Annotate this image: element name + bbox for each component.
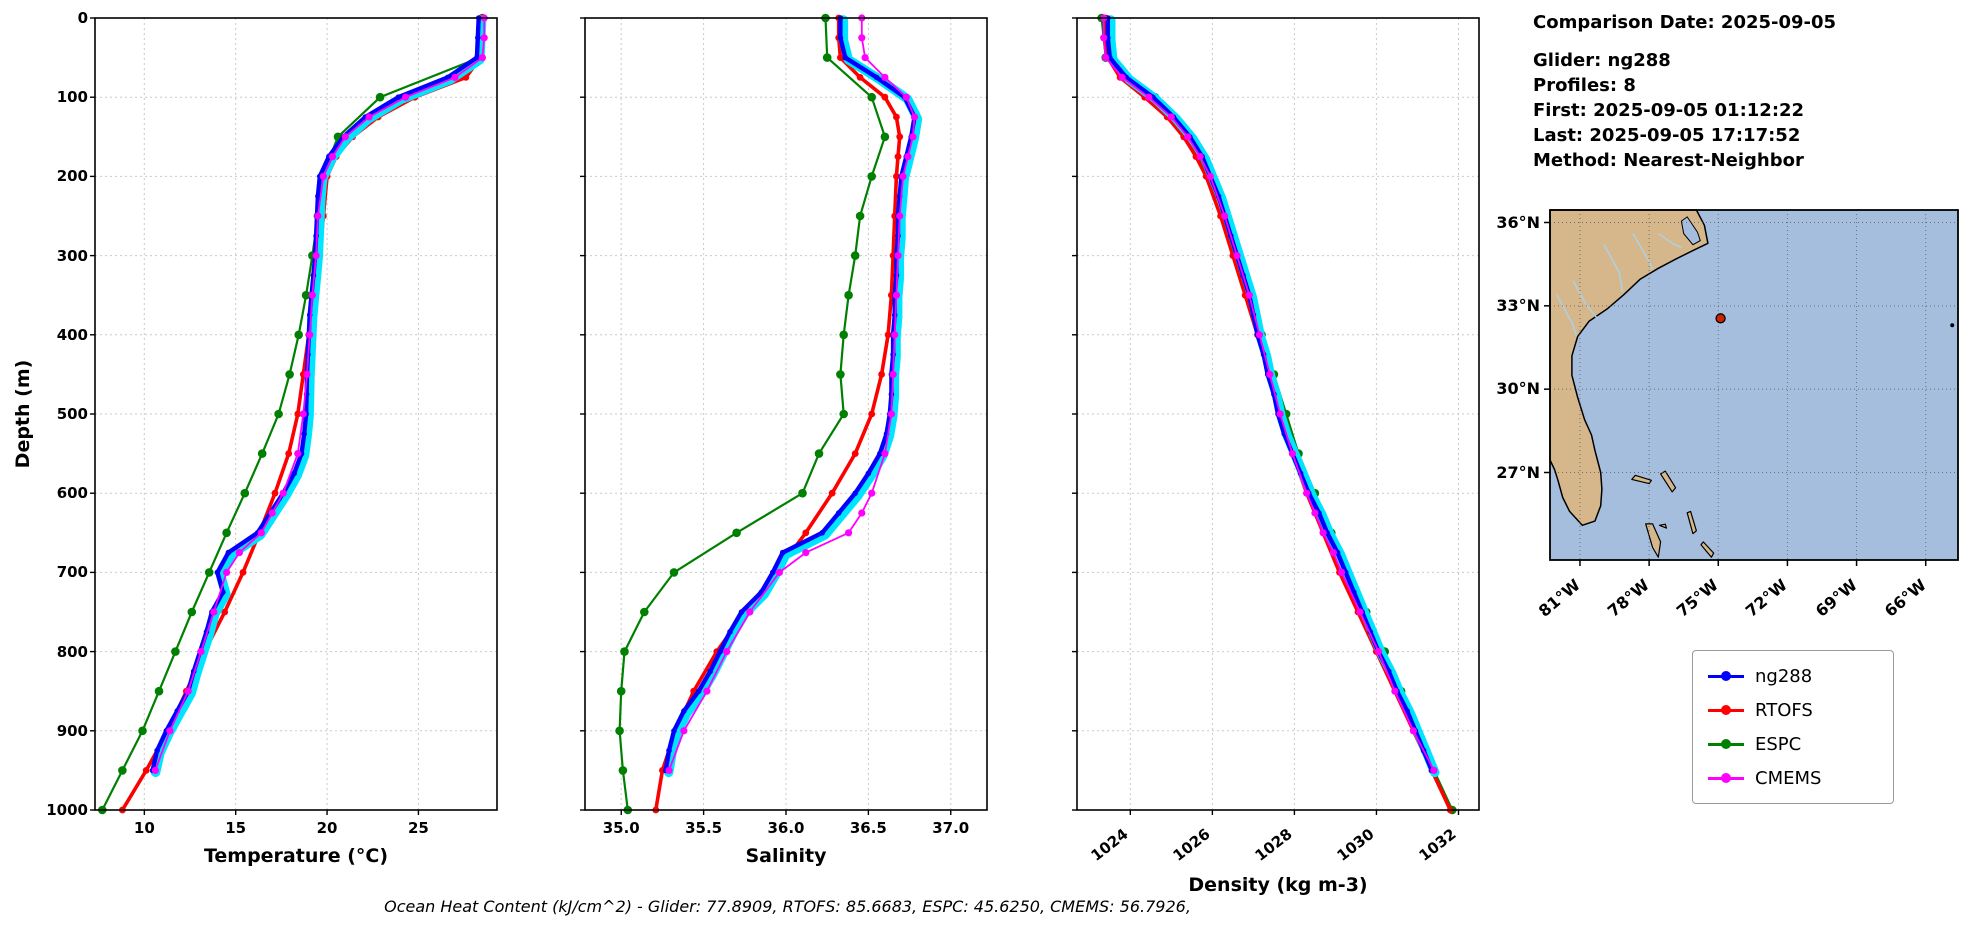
x-tick-label: 1024 xyxy=(1087,824,1132,865)
legend-item-ng288: ng288 xyxy=(1693,659,1893,693)
x-tick-label: 15 xyxy=(225,819,247,837)
legend-label: ESPC xyxy=(1755,733,1802,755)
y-tick-label: 400 xyxy=(56,325,88,344)
y-tick-label: 300 xyxy=(56,246,88,265)
x-tick-label: 1028 xyxy=(1251,824,1296,865)
line-marker-icon xyxy=(1708,773,1744,783)
x-tick-label: 20 xyxy=(316,819,338,837)
spacer xyxy=(1533,35,1836,48)
map-lon-tick-label: 69°W xyxy=(1811,575,1861,621)
map-lat-tick-label: 33°N xyxy=(1496,295,1540,315)
legend-label: ng288 xyxy=(1755,665,1813,687)
x-tick-label: 35.5 xyxy=(685,819,723,837)
x-tick-label: 35.0 xyxy=(602,819,640,837)
x-tick-label: 1032 xyxy=(1416,824,1461,865)
method-text: Method: Nearest-Neighbor xyxy=(1533,150,1804,171)
last-profile-time-text: Last: 2025-09-05 17:17:52 xyxy=(1533,125,1801,146)
map-lat-tick-label: 36°N xyxy=(1496,212,1540,232)
y-tick-label: 900 xyxy=(56,721,88,740)
dot-icon xyxy=(1721,739,1731,749)
y-tick-label: 1000 xyxy=(46,801,88,819)
y-tick-label: 500 xyxy=(56,405,88,423)
map-lon-tick-label: 66°W xyxy=(1880,575,1930,621)
first-profile-time-text: First: 2025-09-05 01:12:22 xyxy=(1533,100,1805,121)
x-tick-label: 25 xyxy=(407,819,429,837)
legend-item-cmems: CMEMS xyxy=(1693,761,1893,795)
x-tick-label: 37.0 xyxy=(932,819,970,837)
y-tick-label: 700 xyxy=(56,563,88,582)
glider-name-text: Glider: ng288 xyxy=(1533,50,1671,71)
y-tick-label: 600 xyxy=(56,484,88,503)
y-tick-label: 0 xyxy=(77,9,88,27)
x-tick-label: 1030 xyxy=(1333,824,1378,865)
legend-label: CMEMS xyxy=(1755,767,1822,789)
map-lat-tick-label: 30°N xyxy=(1496,379,1540,399)
line-marker-icon xyxy=(1708,739,1744,749)
comparison-info-block: Comparison Date: 2025-09-05 Glider: ng28… xyxy=(1533,10,1836,173)
line-marker-icon xyxy=(1708,671,1744,681)
depth-axis-label: Depth (m) xyxy=(12,359,34,469)
y-tick-label: 800 xyxy=(56,642,88,661)
x-tick-label: 10 xyxy=(133,819,155,837)
map-lon-tick-label: 78°W xyxy=(1603,575,1653,621)
legend-item-espc: ESPC xyxy=(1693,727,1893,761)
comparison-date-text: Comparison Date: 2025-09-05 xyxy=(1533,12,1837,33)
ocean-heat-content-note: Ocean Heat Content (kJ/cm^2) - Glider: 7… xyxy=(384,897,1191,916)
density-axis-label: Density (kg m-3) xyxy=(1188,874,1368,896)
glider-position-marker xyxy=(1715,313,1726,324)
density-profile-chart xyxy=(1072,13,1480,815)
location-map xyxy=(1544,209,1959,566)
map-lon-tick-label: 72°W xyxy=(1742,575,1792,621)
legend-item-rtofs: RTOFS xyxy=(1693,693,1893,727)
dot-icon xyxy=(1721,671,1731,681)
profiles-count-text: Profiles: 8 xyxy=(1533,75,1636,96)
x-tick-label: 36.0 xyxy=(767,819,805,837)
x-tick-label: 36.5 xyxy=(849,819,887,837)
map-lon-tick-label: 81°W xyxy=(1534,575,1584,621)
salinity-profile-chart xyxy=(580,13,988,815)
temperature-profile-chart xyxy=(90,13,498,815)
line-marker-icon xyxy=(1708,705,1744,715)
legend: ng288 RTOFS ESPC CMEMS xyxy=(1692,650,1894,804)
map-lon-tick-label: 75°W xyxy=(1673,575,1723,621)
y-tick-label: 100 xyxy=(56,88,88,107)
y-tick-label: 200 xyxy=(56,167,88,186)
legend-label: RTOFS xyxy=(1755,699,1813,721)
x-tick-label: 1026 xyxy=(1169,824,1214,865)
dot-icon xyxy=(1721,773,1731,783)
temperature-axis-label: Temperature (°C) xyxy=(203,845,389,867)
map-lat-tick-label: 27°N xyxy=(1496,462,1540,482)
salinity-axis-label: Salinity xyxy=(745,845,827,867)
dot-icon xyxy=(1721,705,1731,715)
